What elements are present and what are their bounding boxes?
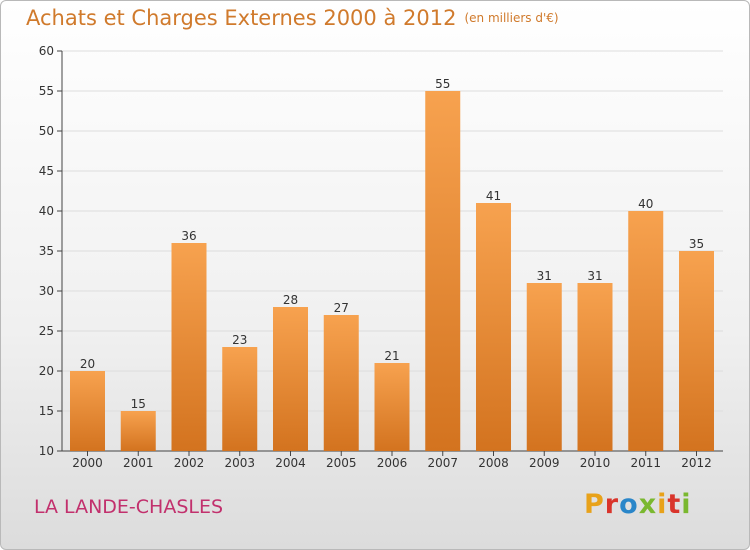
x-tick-label: 2000: [72, 456, 103, 470]
y-tick-label: 55: [39, 84, 54, 98]
x-tick-label: 2010: [580, 456, 611, 470]
bar: [577, 283, 613, 451]
bars: [70, 91, 714, 451]
x-tick-label: 2009: [529, 456, 560, 470]
data-label: 41: [486, 189, 501, 203]
bar: [323, 315, 359, 451]
y-tick-label: 40: [39, 204, 54, 218]
x-tick-label: 2001: [123, 456, 154, 470]
proxiti-logo[interactable]: Proxiti: [584, 489, 692, 520]
y-tick-label: 15: [39, 404, 54, 418]
y-tick-label: 50: [39, 124, 54, 138]
chart-title: Achats et Charges Externes 2000 à 2012 (e…: [26, 6, 559, 30]
data-label: 28: [283, 293, 298, 307]
bar: [374, 363, 410, 451]
bar: [628, 211, 664, 451]
chart-unit: (en milliers d'€): [464, 11, 559, 25]
data-label: 55: [435, 77, 450, 91]
x-tick-label: 2003: [224, 456, 255, 470]
chart-title-text: Achats et Charges Externes 2000 à 2012: [26, 6, 457, 30]
x-tick-label: 2008: [478, 456, 509, 470]
bar: [476, 203, 511, 451]
data-label: 20: [80, 357, 95, 371]
y-tick-label: 45: [39, 164, 54, 178]
data-label: 31: [537, 269, 552, 283]
bar: [120, 411, 156, 451]
bar: [171, 243, 207, 451]
bar: [273, 307, 308, 451]
y-tick-label: 30: [39, 284, 54, 298]
x-tick-label: 2006: [377, 456, 408, 470]
data-label: 21: [384, 349, 399, 363]
data-labels: 20 15 36 23 28 27 21 55 41 31 31 40 35: [80, 77, 704, 411]
y-tick-label: 35: [39, 244, 54, 258]
data-label: 23: [232, 333, 247, 347]
logo-letter: i: [681, 489, 692, 520]
data-label: 15: [131, 397, 146, 411]
data-label: 35: [689, 237, 704, 251]
bar: [526, 283, 562, 451]
logo-letter: o: [619, 489, 639, 520]
axes: 10 15 20 25 30 35 40 45 50 55 60 2000 2001 2002 2003 20…: [39, 44, 723, 470]
commune-name: LA LANDE-CHASLES: [34, 496, 224, 518]
logo-letter: i: [657, 489, 668, 520]
x-tick-label: 2005: [326, 456, 357, 470]
x-tick-label: 2007: [427, 456, 458, 470]
logo-letter: r: [604, 489, 620, 520]
bar: [70, 371, 105, 451]
x-tick-label: 2002: [174, 456, 205, 470]
x-tick-label: 2011: [630, 456, 661, 470]
logo-letter: P: [584, 489, 605, 520]
y-tick-label: 60: [39, 44, 54, 58]
x-tick-label: 2012: [681, 456, 712, 470]
data-label: 36: [181, 229, 196, 243]
logo-letter: x: [638, 489, 658, 520]
bar: [222, 347, 258, 451]
y-tick-label: 25: [39, 324, 54, 338]
x-tick-label: 2004: [275, 456, 306, 470]
data-label: 27: [334, 301, 349, 315]
y-tick-label: 10: [39, 444, 54, 458]
y-tick-label: 20: [39, 364, 54, 378]
logo-letter: t: [667, 489, 682, 520]
bar: [425, 91, 461, 451]
data-label: 31: [587, 269, 602, 283]
bar: [679, 251, 714, 451]
data-label: 40: [638, 197, 653, 211]
